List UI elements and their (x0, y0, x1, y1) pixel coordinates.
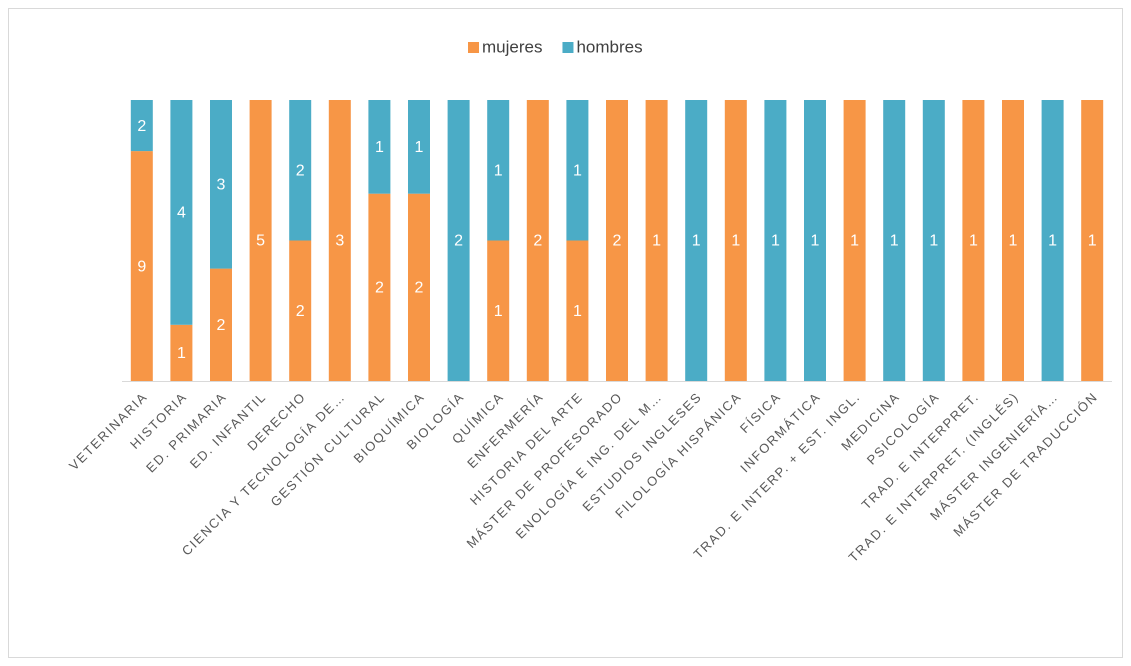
bar-segment (210, 100, 232, 269)
bar-segment (685, 100, 708, 381)
data-label: 1 (731, 233, 740, 250)
bar-segment (130, 151, 153, 381)
data-label: 2 (415, 280, 424, 297)
bar-segment (566, 100, 589, 241)
bar-segment (249, 100, 272, 381)
data-label: 3 (335, 233, 344, 250)
bar-segment (368, 193, 391, 381)
data-label: 1 (1088, 233, 1097, 250)
data-label: 1 (1009, 233, 1018, 250)
bar-segment (210, 268, 232, 381)
data-label: 2 (375, 280, 384, 297)
bar-segment (962, 100, 985, 381)
data-label: 1 (415, 139, 424, 156)
data-label: 1 (692, 233, 701, 250)
bar-segment (843, 100, 866, 381)
bar-segment (447, 100, 470, 381)
bar-segment (526, 100, 549, 381)
bar-segment (170, 324, 193, 381)
bar-segment (130, 100, 153, 152)
data-label: 1 (929, 233, 938, 250)
data-label: 1 (890, 233, 899, 250)
data-label: 1 (494, 162, 503, 179)
data-label: 1 (177, 345, 186, 362)
bar-segment (1002, 100, 1024, 381)
data-label: 2 (217, 317, 226, 334)
data-label: 2 (533, 233, 542, 250)
data-label: 1 (969, 233, 978, 250)
data-label: 2 (296, 303, 305, 320)
data-label: 2 (613, 233, 622, 250)
data-label: 4 (177, 205, 186, 222)
bar-segment (289, 240, 312, 381)
bar-segment (368, 100, 391, 194)
bar-segment (487, 100, 510, 241)
bar-segment (566, 240, 589, 381)
data-label: 1 (771, 233, 780, 250)
data-label: 5 (256, 233, 265, 250)
bar-segment (408, 100, 430, 194)
legend-label: mujeres (482, 37, 542, 56)
bar-segment (1081, 100, 1104, 381)
data-label: 1 (375, 139, 384, 156)
bar-segment (408, 193, 430, 381)
data-label: 1 (1048, 233, 1057, 250)
bar-segment (289, 100, 312, 241)
bar-segment (606, 100, 628, 381)
bar-segment (922, 100, 945, 381)
data-label: 1 (811, 233, 820, 250)
legend-label: hombres (576, 37, 642, 56)
data-label: 9 (137, 258, 146, 275)
bar-segment (487, 240, 510, 381)
bar-segment (883, 100, 906, 381)
data-label: 1 (850, 233, 859, 250)
data-label: 1 (494, 303, 503, 320)
legend-swatch (468, 42, 479, 53)
data-label: 2 (454, 233, 463, 250)
bar-segment (804, 100, 826, 381)
data-label: 2 (137, 118, 146, 135)
data-label: 2 (296, 162, 305, 179)
bar-segment (764, 100, 787, 381)
bar-segment (645, 100, 668, 381)
bar-segment (170, 100, 193, 325)
legend-swatch (562, 42, 574, 53)
bar-segment (328, 100, 351, 381)
bar-segment (1041, 100, 1064, 381)
data-label: 1 (652, 233, 661, 250)
bar-segment (724, 100, 747, 381)
data-label: 3 (217, 177, 226, 194)
data-label: 1 (573, 162, 582, 179)
data-label: 1 (573, 303, 582, 320)
